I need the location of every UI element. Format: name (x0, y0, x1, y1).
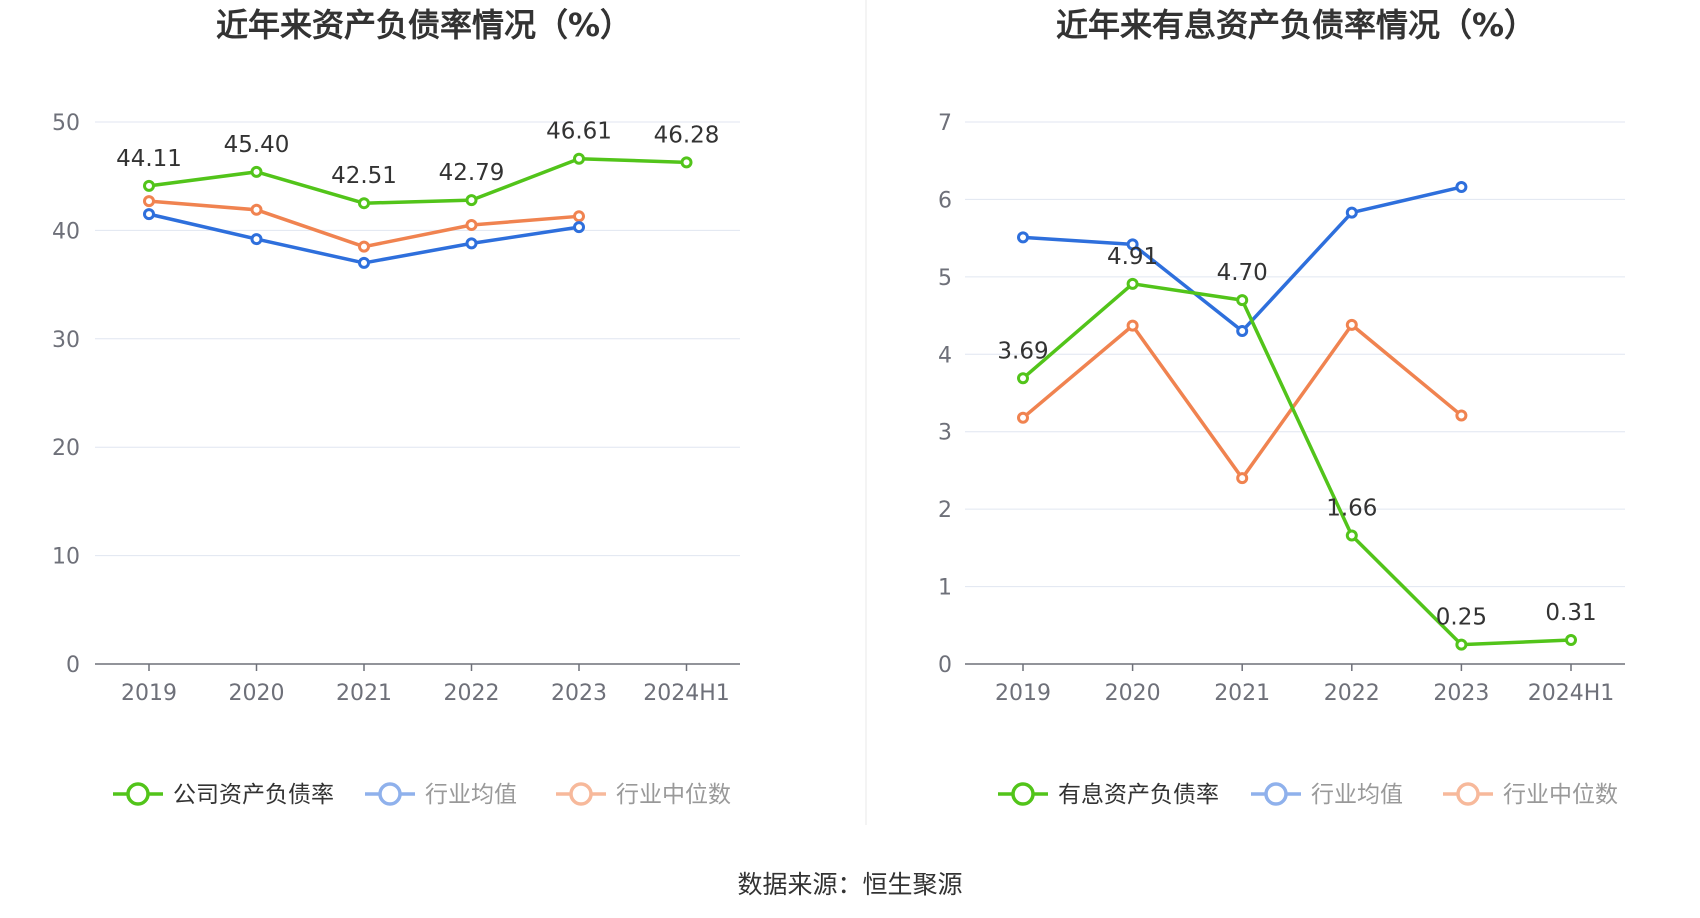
legend-marker (126, 782, 150, 806)
x-tick-label: 2019 (995, 681, 1051, 706)
chart-title: 近年来有息资产负债率情况（%） (1056, 6, 1536, 44)
data-label: 45.40 (224, 132, 290, 158)
data-point (143, 179, 155, 192)
legend-label: 行业均值 (425, 782, 517, 808)
legend-marker (1264, 782, 1288, 806)
legend-item: 行业均值 (1251, 782, 1403, 808)
data-point (250, 233, 263, 246)
y-tick-label: 6 (938, 188, 952, 213)
data-label: 46.61 (546, 119, 612, 145)
data-point (1455, 638, 1468, 651)
y-tick-label: 40 (52, 219, 80, 244)
y-tick-label: 3 (938, 421, 952, 446)
data-point (1017, 411, 1029, 424)
data-label: 4.70 (1217, 260, 1268, 286)
y-tick-label: 4 (938, 343, 952, 368)
data-point (573, 210, 585, 223)
x-tick-label: 2022 (444, 681, 500, 706)
y-tick-label: 1 (938, 576, 952, 601)
x-tick-label: 2021 (1214, 681, 1270, 706)
data-point (465, 194, 478, 207)
asset-liability-chart: 近年来资产负债率情况（%） 0 10 20 30 40 50 2019 2020 2021 2022… (52, 6, 740, 808)
legend-label: 公司资产负债率 (173, 782, 334, 808)
legend-label: 行业中位数 (616, 782, 731, 808)
data-point (250, 203, 263, 216)
data-point (358, 197, 370, 210)
data-point (573, 152, 585, 165)
legend-label: 行业中位数 (1503, 782, 1618, 808)
x-tick-label: 2019 (121, 681, 177, 706)
data-point (1126, 277, 1139, 290)
data-point (1126, 238, 1139, 251)
legend-marker (1456, 782, 1480, 806)
data-point (1236, 294, 1249, 307)
x-tick-label: 2024H1 (643, 681, 730, 706)
data-label: 42.79 (439, 160, 505, 186)
interest-bearing-liability-chart: 近年来有息资产负债率情况（%） 0 1 2 3 4 5 6 7 2019 2020 2021 2022 2… (938, 6, 1625, 808)
y-tick-label: 10 (52, 545, 80, 570)
series-line (1022, 185, 1462, 333)
data-point (143, 195, 155, 208)
legend-item: 公司资产负债率 (113, 782, 334, 808)
data-point (143, 208, 155, 221)
data-label: 0.25 (1436, 605, 1487, 631)
data-point (680, 156, 693, 169)
y-tick-label: 50 (52, 111, 80, 136)
data-label: 4.91 (1107, 244, 1158, 270)
data-point (1345, 318, 1358, 331)
x-tick-label: 2024H1 (1528, 681, 1615, 706)
data-point (1565, 633, 1577, 646)
chart-title: 近年来资产负债率情况（%） (216, 6, 632, 44)
data-point (1017, 372, 1029, 385)
data-point (1126, 319, 1139, 332)
legend-marker (1011, 782, 1035, 806)
legend-item: 有息资产负债率 (998, 782, 1219, 808)
series-line (148, 156, 687, 205)
x-tick-label: 2023 (1433, 681, 1489, 706)
data-label: 3.69 (997, 338, 1048, 364)
x-tick-label: 2020 (1105, 681, 1161, 706)
data-label: 1.66 (1326, 495, 1377, 521)
legend-marker (569, 782, 593, 806)
data-point (250, 165, 263, 178)
x-tick-label: 2022 (1324, 681, 1380, 706)
data-point (1236, 472, 1249, 485)
y-tick-label: 5 (938, 266, 952, 291)
data-point (1345, 206, 1358, 219)
series-line (1021, 323, 1463, 480)
y-tick-label: 30 (52, 328, 80, 353)
data-point (465, 237, 478, 250)
data-point (358, 256, 370, 269)
data-point (358, 240, 370, 253)
data-label: 42.51 (331, 163, 397, 189)
data-point (573, 221, 585, 234)
data-point (1455, 181, 1468, 194)
data-label: 44.11 (116, 146, 182, 172)
data-point (1017, 231, 1029, 244)
y-tick-label: 7 (938, 111, 952, 136)
data-point (465, 218, 478, 231)
x-tick-label: 2021 (336, 681, 392, 706)
data-point (1455, 409, 1468, 422)
y-tick-label: 2 (938, 498, 952, 523)
y-tick-label: 0 (66, 653, 80, 678)
x-tick-label: 2020 (229, 681, 285, 706)
legend-item: 行业中位数 (556, 782, 731, 808)
legend-label: 有息资产负债率 (1058, 782, 1219, 808)
data-point (1236, 325, 1249, 338)
legend-label: 行业均值 (1311, 782, 1403, 808)
data-label: 46.28 (654, 122, 720, 148)
data-source-note: 数据来源：恒生聚源 (737, 870, 962, 899)
data-label: 0.31 (1545, 600, 1596, 626)
y-tick-label: 0 (938, 653, 952, 678)
legend-marker (378, 782, 402, 806)
y-tick-label: 20 (52, 436, 80, 461)
series-line (1021, 282, 1572, 647)
legend-item: 行业均值 (365, 782, 517, 808)
legend-item: 行业中位数 (1443, 782, 1618, 808)
x-tick-label: 2023 (551, 681, 607, 706)
data-point (1345, 529, 1358, 542)
